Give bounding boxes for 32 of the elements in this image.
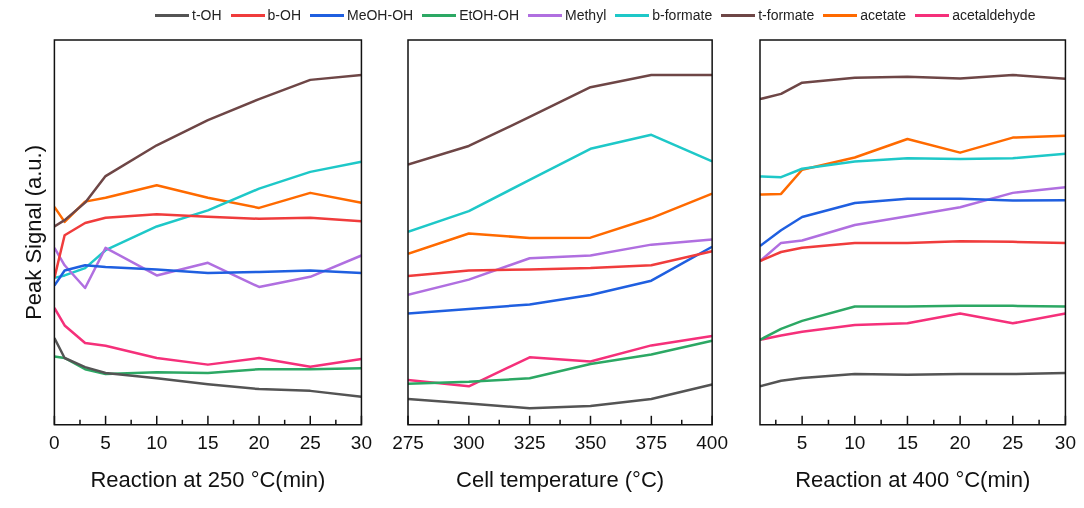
x-tick-label: 15 [197,432,219,454]
x-tick-label: 20 [949,432,971,454]
x-tick-label: 375 [635,432,668,454]
x-axis-title: Reaction at 400 °C(min) [795,466,1031,492]
legend-label: Methyl [565,7,607,23]
x-tick-label: 350 [574,432,607,454]
legend-label: acetate [860,7,907,23]
x-tick-label: 30 [350,432,372,454]
x-axis-title: Reaction at 250 °C(min) [90,466,326,492]
x-tick-label: 5 [100,432,111,454]
x-tick-label: 0 [49,432,60,454]
x-tick-label: 15 [896,432,919,454]
x-tick-label: 30 [1054,432,1076,454]
x-tick-label: 300 [452,432,485,454]
x-tick-label: 5 [796,432,808,454]
x-tick-label: 10 [844,432,866,454]
x-tick-label: 10 [146,432,168,454]
legend-label: EtOH-OH [459,7,520,23]
x-tick-label: 400 [696,432,728,454]
legend-label: b-OH [267,7,302,23]
x-tick-label: 25 [299,432,321,454]
x-tick-label: 20 [248,432,270,454]
legend-label: b-formate [652,7,713,23]
x-axis-title: Cell temperature (°C) [456,466,665,492]
x-tick-label: 275 [392,432,424,454]
legend-label: t-OH [192,7,222,23]
y-axis-title: Peak Signal (a.u.) [21,144,47,320]
legend-label: t-formate [758,7,815,23]
legend-label: MeOH-OH [347,7,414,23]
x-tick-label: 325 [513,432,546,454]
legend-label: acetaldehyde [952,7,1036,23]
x-tick-label: 25 [1002,432,1024,454]
